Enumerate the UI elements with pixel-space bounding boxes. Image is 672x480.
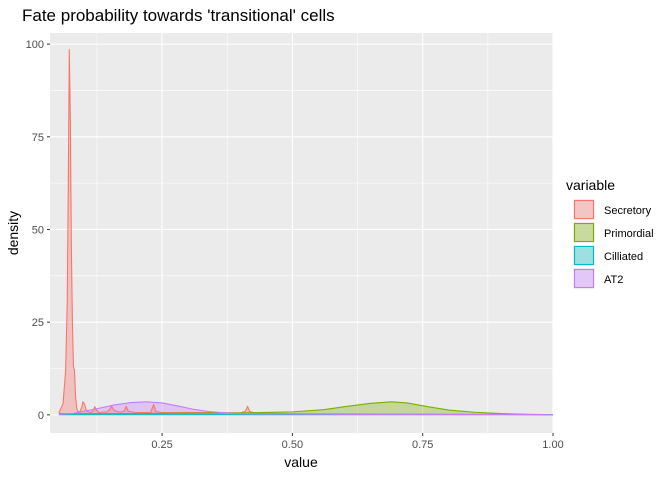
legend-label-cilliated: Cilliated — [604, 251, 643, 263]
x-tick-label: 0.50 — [282, 439, 303, 451]
legend-title: variable — [566, 177, 615, 193]
y-tick-label: 75 — [32, 132, 44, 144]
legend-item-cilliated: Cilliated — [573, 245, 643, 266]
legend-swatch-secretory — [573, 199, 595, 220]
y-tick-label: 25 — [32, 317, 44, 329]
legend-item-at2: AT2 — [573, 268, 623, 289]
grid-minor — [50, 33, 553, 433]
line-primordial — [58, 401, 554, 416]
x-axis-title: value — [284, 454, 318, 470]
legend-swatch-at2 — [573, 268, 595, 289]
y-axis: 0 25 50 75 100 — [26, 39, 50, 422]
legend-key-bg — [573, 199, 595, 220]
plot-panel — [50, 33, 553, 433]
legend-item-secretory: Secretory — [573, 199, 652, 220]
legend-swatch-cilliated — [573, 245, 595, 266]
legend-item-primordial: Primordial — [573, 222, 654, 243]
legend-label-at2: AT2 — [604, 274, 623, 286]
area-at2 — [58, 401, 554, 415]
x-axis: 0.25 0.50 0.75 1.00 — [151, 433, 564, 451]
y-tick-label: 100 — [26, 39, 44, 51]
x-tick-label: 0.25 — [151, 439, 172, 451]
y-tick-label: 0 — [38, 410, 44, 422]
legend-label-secretory: Secretory — [604, 205, 652, 217]
chart-title: Fate probability towards 'transitional' … — [22, 6, 335, 25]
area-primordial — [58, 401, 554, 415]
legend-key-bg — [573, 245, 595, 266]
legend-label-primordial: Primordial — [604, 228, 654, 240]
line-at2 — [58, 401, 554, 416]
x-tick-label: 0.75 — [412, 439, 433, 451]
y-axis-title: density — [5, 211, 21, 255]
y-tick-label: 50 — [32, 224, 44, 236]
legend-swatch-primordial — [573, 222, 595, 243]
legend-key-bg — [573, 222, 595, 243]
legend: variable Secretory Primordial Cilliated AT2 — [566, 177, 654, 289]
density-lines — [58, 49, 554, 416]
x-tick-label: 1.00 — [542, 439, 563, 451]
legend-key-bg — [573, 268, 595, 289]
